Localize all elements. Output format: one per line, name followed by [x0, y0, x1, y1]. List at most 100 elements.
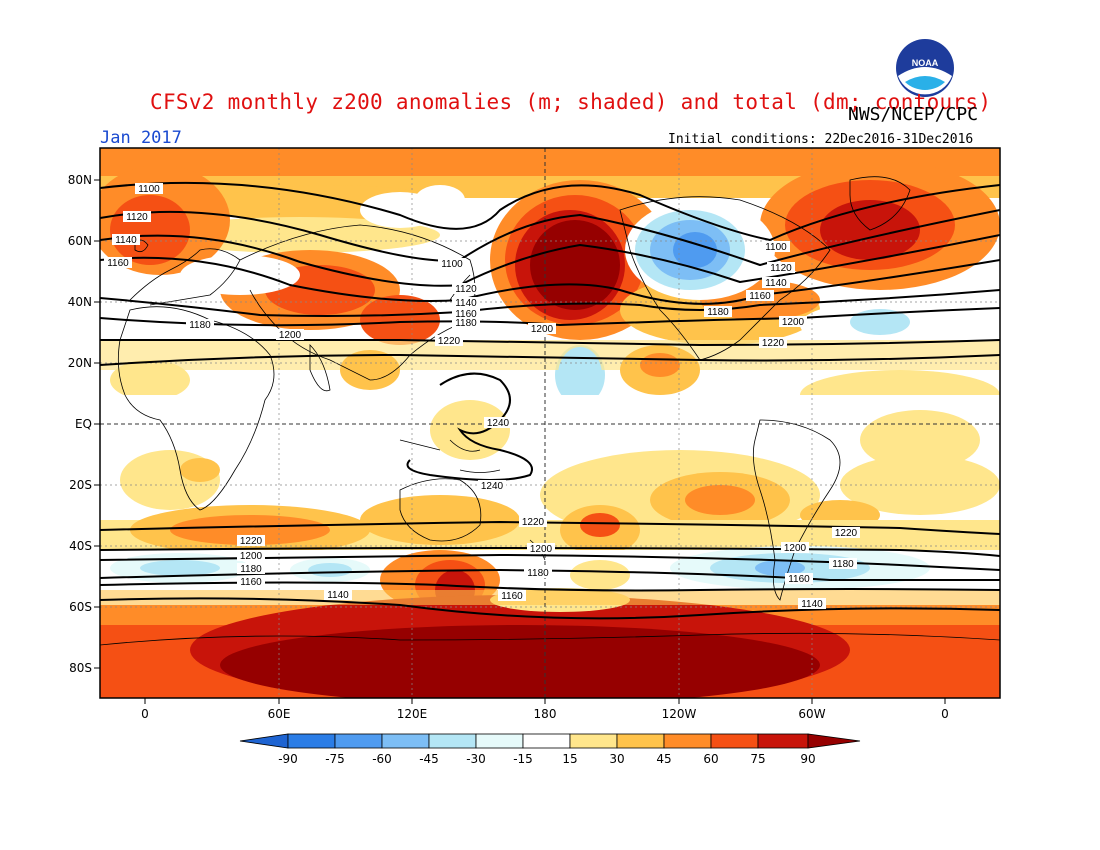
contour-label: 1140: [112, 234, 140, 246]
colorbar-label: -75: [325, 752, 345, 766]
colorbar-label: 60: [703, 752, 719, 766]
contour-label: 1140: [798, 598, 826, 610]
contour-label: 1200: [781, 542, 809, 554]
colorbar-swatch: [334, 733, 383, 749]
contour-label: 1120: [123, 211, 151, 223]
lon-label: 0: [941, 707, 949, 721]
colorbar-label: 75: [750, 752, 766, 766]
svg-text:1180: 1180: [527, 568, 549, 579]
svg-text:1100: 1100: [138, 184, 160, 195]
contour-label: 1200: [237, 550, 265, 562]
svg-text:1220: 1220: [762, 338, 785, 349]
contour-label: 1180: [237, 563, 265, 575]
svg-text:1200: 1200: [784, 543, 807, 554]
svg-text:1140: 1140: [327, 590, 349, 601]
month-label: Jan 2017: [100, 128, 182, 148]
svg-text:1200: 1200: [531, 324, 554, 335]
contour-label: 1140: [324, 589, 352, 601]
svg-text:1120: 1120: [770, 263, 792, 274]
noaa-logo-icon: NOAA: [896, 39, 954, 97]
colorbar-label: 45: [656, 752, 672, 766]
contour-label: 1160: [746, 290, 774, 302]
contour-label: 1140: [452, 297, 480, 309]
svg-text:1180: 1180: [707, 307, 729, 318]
colorbar-swatch: [522, 733, 571, 749]
contour-labels: 1100 1120 1140 1160 1180 1200 1100 1120 …: [104, 183, 860, 610]
svg-text:1220: 1220: [835, 528, 858, 539]
svg-text:1100: 1100: [765, 242, 787, 253]
lon-label: 60E: [267, 707, 291, 721]
axis-ticks: [94, 179, 946, 704]
contour-label: 1100: [762, 241, 790, 253]
contour-label: 1220: [759, 337, 787, 349]
contour-label: 1120: [767, 262, 795, 274]
initial-conditions-label: Initial conditions: 22Dec2016-31Dec2016: [668, 132, 974, 147]
org-label: NWS/NCEP/CPC: [848, 104, 979, 125]
svg-text:1220: 1220: [522, 517, 545, 528]
svg-text:1120: 1120: [126, 212, 148, 223]
contour-label: 1240: [478, 480, 506, 492]
contour-label: 1160: [237, 576, 265, 588]
contour-label: 1200: [527, 543, 555, 555]
contour-label: 1200: [276, 329, 304, 341]
svg-text:1140: 1140: [801, 599, 823, 610]
svg-text:1200: 1200: [279, 330, 302, 341]
svg-text:1120: 1120: [455, 284, 477, 295]
contour-label: 1140: [762, 277, 790, 289]
svg-text:1100: 1100: [441, 259, 463, 270]
contour-label: 1220: [519, 516, 547, 528]
contour-label: 1100: [135, 183, 163, 195]
svg-text:1220: 1220: [438, 336, 461, 347]
lat-label: 20S: [69, 478, 92, 492]
colorbar: [239, 733, 861, 749]
svg-text:1240: 1240: [487, 418, 510, 429]
lat-label: 60S: [69, 600, 92, 614]
contour-label: 1180: [186, 319, 214, 331]
contour-label: 1180: [704, 306, 732, 318]
svg-text:1180: 1180: [832, 559, 854, 570]
contour-label: 1160: [104, 257, 132, 269]
svg-text:1200: 1200: [782, 317, 805, 328]
contour-label: 1200: [528, 323, 556, 335]
svg-text:1240: 1240: [481, 481, 504, 492]
colorbar-swatch: [807, 733, 861, 749]
colorbar-label: -30: [466, 752, 486, 766]
contour-label: 1180: [452, 317, 480, 329]
noaa-logo-text: NOAA: [912, 58, 939, 68]
svg-text:1180: 1180: [240, 564, 262, 575]
lat-label: 40N: [67, 295, 92, 309]
colorbar-label: 15: [562, 752, 578, 766]
colorbar-swatch: [475, 733, 524, 749]
svg-text:1140: 1140: [115, 235, 137, 246]
colorbar-swatch: [569, 733, 618, 749]
contour-label: 1160: [452, 308, 480, 320]
contour-label: 1100: [438, 258, 466, 270]
height-contours: [100, 181, 1000, 620]
lat-label: 60N: [67, 234, 92, 248]
svg-text:1220: 1220: [240, 536, 263, 547]
svg-text:1160: 1160: [107, 258, 129, 269]
colorbar-label: -90: [278, 752, 298, 766]
svg-text:1200: 1200: [530, 544, 553, 555]
lat-label: 80N: [67, 173, 92, 187]
colorbar-swatch: [757, 733, 809, 749]
colorbar-label: 90: [800, 752, 816, 766]
contour-label: 1200: [779, 316, 807, 328]
svg-text:1140: 1140: [455, 298, 477, 309]
contour-label: 1160: [498, 590, 526, 602]
contour-label: 1160: [785, 573, 813, 585]
contour-label: 1220: [832, 527, 860, 539]
lat-label: 40S: [69, 539, 92, 553]
map-area: 1100 1120 1140 1160 1180 1200 1100 1120 …: [100, 148, 1000, 698]
contour-label: 1220: [435, 335, 463, 347]
contour-label: 1120: [452, 283, 480, 295]
colorbar-label: -45: [419, 752, 439, 766]
lat-label: EQ: [74, 417, 92, 431]
colorbar-swatch: [616, 733, 665, 749]
svg-text:1160: 1160: [240, 577, 262, 588]
contour-label: 1220: [237, 535, 265, 547]
contour-label: 1180: [829, 558, 857, 570]
lon-label: 0: [141, 707, 149, 721]
svg-text:1200: 1200: [240, 551, 263, 562]
